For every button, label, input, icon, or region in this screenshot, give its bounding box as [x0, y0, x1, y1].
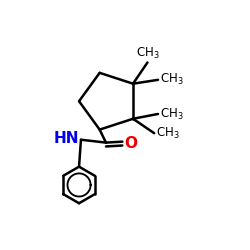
Text: CH$_3$: CH$_3$ — [160, 72, 183, 88]
Text: CH$_3$: CH$_3$ — [156, 126, 180, 141]
Text: CH$_3$: CH$_3$ — [160, 106, 183, 122]
Text: O: O — [125, 136, 138, 151]
Text: HN: HN — [53, 131, 79, 146]
Text: CH$_3$: CH$_3$ — [136, 46, 159, 61]
